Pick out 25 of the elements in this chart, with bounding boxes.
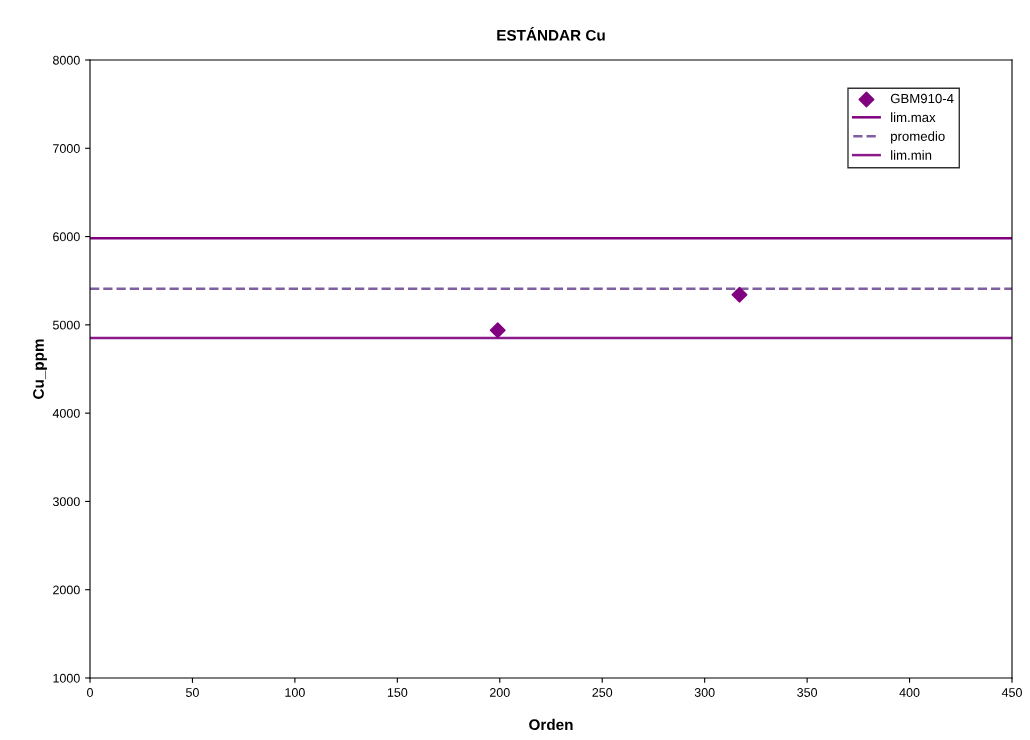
legend-label: GBM910-4 <box>890 93 954 104</box>
y-tick-label: 8000 <box>53 55 80 65</box>
x-tick-label: 150 <box>387 688 408 697</box>
x-tick-label: 200 <box>489 688 510 697</box>
y-tick-label: 4000 <box>52 408 80 418</box>
x-tick-label: 0 <box>87 688 93 697</box>
legend-label: lim.min <box>891 150 932 160</box>
y-tick-label: 5000 <box>52 320 80 330</box>
x-axis-title: Orden <box>529 718 573 731</box>
chart-title: ESTÁNDAR Cu <box>497 27 605 41</box>
x-tick-label: 300 <box>694 688 715 697</box>
x-tick-label: 450 <box>1001 688 1022 697</box>
x-tick-label: 350 <box>797 688 818 697</box>
legend-label: lim.max <box>891 112 936 123</box>
y-tick-label: 3000 <box>52 497 80 507</box>
y-tick-label: 2000 <box>53 585 80 595</box>
y-axis-title: Cu_ppm <box>33 339 47 399</box>
legend-label: promedio <box>891 131 945 144</box>
y-tick-label: 7000 <box>53 144 80 153</box>
x-tick-label: 50 <box>185 688 199 697</box>
y-tick-label: 1000 <box>53 673 80 683</box>
x-tick-label: 250 <box>592 688 613 697</box>
x-tick-label: 400 <box>899 688 920 697</box>
y-tick-label: 6000 <box>53 232 80 242</box>
x-tick-label: 100 <box>285 688 305 697</box>
